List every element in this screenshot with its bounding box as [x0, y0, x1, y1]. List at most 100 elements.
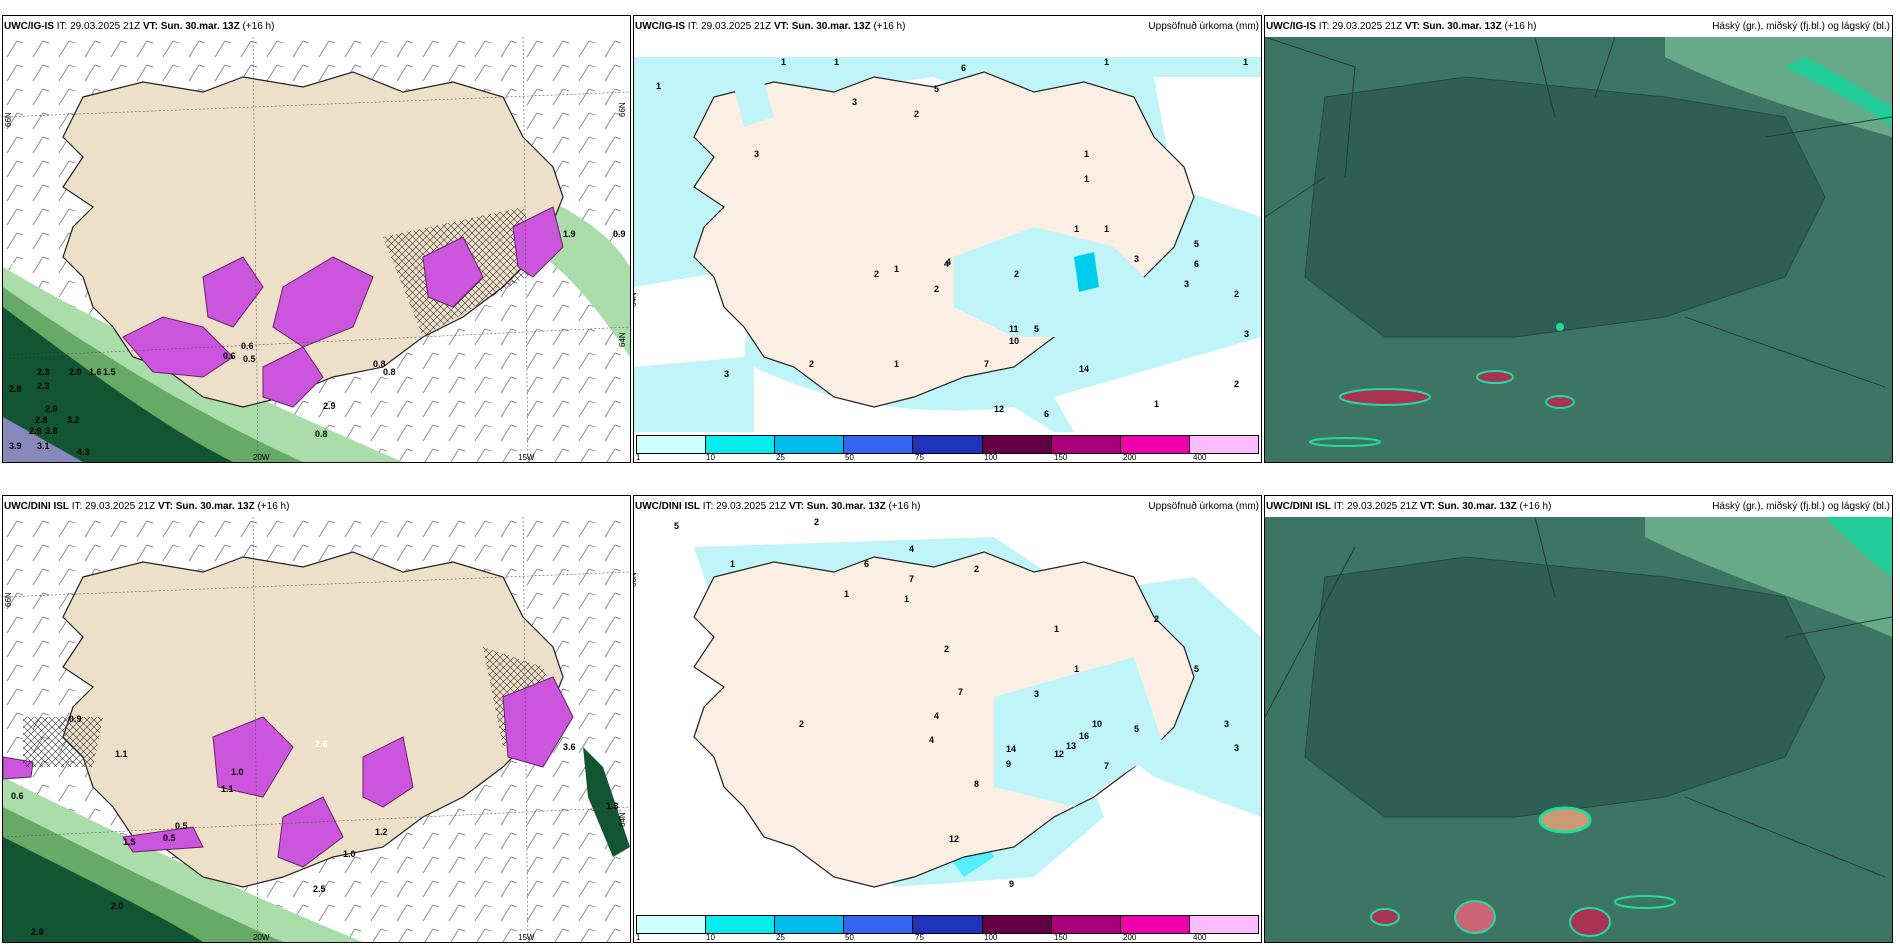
lon-label: 15W: [518, 453, 535, 462]
precip-value: 9: [1006, 759, 1011, 769]
panel-title: Uppsöfnuð úrkoma (mm): [1148, 501, 1259, 512]
wind-value-label: 1.2: [375, 827, 388, 837]
panel-dini-precip: UWC/DINI ISL IT: 29.03.2025 21Z VT: Sun.…: [633, 495, 1262, 943]
precip-value: 12: [994, 404, 1004, 414]
map-precip: 1 1 1 6 1 3 1 5 2 3 1 1 1 1 2 1 3 2 3 4 …: [634, 37, 1261, 432]
init-time: 29.03.2025 21Z: [1347, 501, 1418, 512]
panel-title: Háský (gr.), miðský (fj.bl.) og lágský (…: [1712, 21, 1890, 32]
precip-value: 2: [1014, 269, 1019, 279]
precip-value: 2: [974, 564, 979, 574]
wind-value-label: 0.6: [11, 791, 24, 801]
legend-tick: 75: [915, 453, 924, 462]
legend-swatch: [637, 436, 707, 453]
model-name: UWC/IG-IS: [635, 21, 685, 32]
legend-swatch: [775, 436, 845, 453]
wind-value-label: 0.5: [163, 833, 176, 843]
model-name: UWC/DINI ISL: [1266, 501, 1331, 512]
precip-value: 7: [909, 574, 914, 584]
legend-swatch: [982, 436, 1052, 453]
valid-time: Sun. 30.mar. 13Z: [791, 21, 871, 32]
valid-time: Sun. 30.mar. 13Z: [175, 501, 255, 512]
lat-label: 66N: [4, 112, 13, 127]
wind-value-label: 2.9: [45, 404, 58, 414]
precip-value: 9: [1009, 879, 1014, 889]
init-time: 29.03.2025 21Z: [1332, 21, 1403, 32]
legend-tick: 100: [984, 933, 998, 942]
precip-value: 4: [929, 735, 934, 745]
precip-value: 5: [1194, 664, 1199, 674]
model-name: UWC/DINI ISL: [635, 501, 700, 512]
model-name: UWC/DINI ISL: [4, 501, 69, 512]
precip-value: 4: [909, 544, 914, 554]
precip-value: 1: [1074, 664, 1079, 674]
legend-tick: 400: [1193, 933, 1207, 942]
precip-value: 3: [1234, 743, 1239, 753]
panel-header: UWC/DINI ISL IT: 29.03.2025 21Z VT: Sun.…: [3, 496, 630, 517]
precip-value: 1: [1154, 399, 1159, 409]
legend-swatch: [913, 436, 983, 453]
lat-label: 66N: [618, 102, 627, 117]
precip-legend: 1 10 25 50 75 100 150 200 400: [634, 912, 1261, 942]
map-precip: 5 2 1 6 4 1 1 7 2 2 4 1 3 1 7 5 3 4 2 14…: [634, 517, 1261, 912]
panel-header: UWC/IG-IS IT: 29.03.2025 21Z VT: Sun. 30…: [1265, 16, 1892, 37]
precip-value: 2: [799, 719, 804, 729]
precip-value: 6: [961, 63, 966, 73]
precip-value: 5: [1034, 324, 1039, 334]
legend-bar: [636, 915, 1259, 934]
precip-value: 4: [934, 711, 939, 721]
precip-value: 14: [1006, 744, 1016, 754]
precip-value: 1: [1104, 57, 1109, 67]
precip-value: 1: [1054, 624, 1059, 634]
precip-value: 1: [834, 57, 839, 67]
precip-value: 3: [1244, 329, 1249, 339]
precip-value: 7: [958, 687, 963, 697]
precip-value: 1: [894, 359, 899, 369]
precip-value: 7: [1104, 761, 1109, 771]
precip-value: 1: [894, 264, 899, 274]
wind-value-label: 4.3: [77, 447, 90, 457]
wind-value-label: 3.6: [563, 742, 576, 752]
lead-time: (+16 h): [1519, 501, 1552, 512]
wind-value-label: 2.8: [35, 415, 48, 425]
valid-time: Sun. 30.mar. 13Z: [1437, 501, 1517, 512]
panel-ig-wind: UWC/IG-IS IT: 29.03.2025 21Z VT: Sun. 30…: [2, 15, 631, 463]
precip-value: 1: [1243, 57, 1248, 67]
wind-value-label: 3.9: [9, 441, 22, 451]
wind-value-label: 2.3: [37, 367, 50, 377]
wind-value-label: 0.8: [383, 367, 396, 377]
precip-value: 3: [754, 149, 759, 159]
lat-label: 66N: [634, 572, 638, 587]
precip-value: 2: [809, 359, 814, 369]
precip-value: 5: [674, 521, 679, 531]
panel-title: Uppsöfnuð úrkoma (mm): [1148, 21, 1259, 32]
wind-value-label: 0.5: [243, 354, 256, 364]
precip-value: 3: [724, 369, 729, 379]
legend-swatch: [982, 916, 1052, 933]
precip-value: 1: [730, 559, 735, 569]
panel-header: UWC/DINI ISL IT: 29.03.2025 21Z VT: Sun.…: [634, 496, 1261, 517]
lat-label: 64N: [634, 292, 638, 307]
valid-time: Sun. 30.mar. 13Z: [806, 501, 886, 512]
init-time: 29.03.2025 21Z: [716, 501, 787, 512]
wind-value-label: 0.8: [373, 359, 386, 369]
legend-bar: [636, 435, 1259, 454]
wind-value-label: 1.6: [89, 367, 102, 377]
panel-ig-cloud: UWC/IG-IS IT: 29.03.2025 21Z VT: Sun. 30…: [1264, 15, 1893, 463]
wind-value-label: 0.9: [613, 229, 626, 239]
wind-value-label: 3.2: [67, 415, 80, 425]
wind-value-label: 2.6: [315, 739, 328, 749]
panel-title: Háský (gr.), miðský (fj.bl.) og lágský (…: [1712, 501, 1890, 512]
legend-tick: 25: [776, 453, 785, 462]
wind-value-label: 0.6: [223, 351, 236, 361]
wind-value-label: 0.9: [69, 714, 82, 724]
legend-tick: 50: [845, 453, 854, 462]
precip-value: 6: [1044, 409, 1049, 419]
cloud-map-svg: [1265, 37, 1892, 462]
legend-swatch: [637, 916, 707, 933]
precip-value: 6: [1194, 259, 1199, 269]
precip-value: 3: [852, 97, 857, 107]
precip-value: 1: [1084, 149, 1089, 159]
lon-label: 20W: [253, 933, 270, 942]
legend-tick: 1: [636, 933, 641, 942]
legend-tick: 150: [1054, 453, 1068, 462]
